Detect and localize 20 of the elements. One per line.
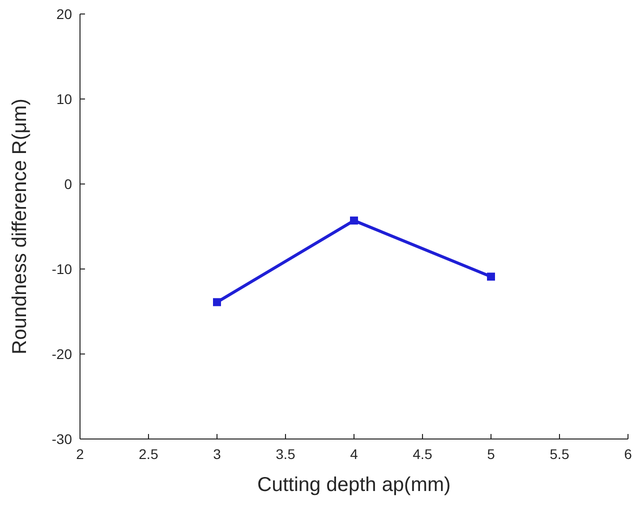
x-tick-label: 2 bbox=[76, 446, 84, 462]
point bbox=[350, 216, 358, 225]
x-tick-label: 3 bbox=[213, 446, 222, 462]
y-tick-label: 0 bbox=[64, 176, 72, 192]
point bbox=[213, 298, 221, 306]
y-tick-label: -10 bbox=[52, 261, 72, 277]
y-tick-label: -30 bbox=[52, 431, 72, 447]
y-tick-label: 20 bbox=[56, 6, 72, 22]
x-tick-label: 4 bbox=[350, 446, 358, 462]
x-tick-label: 4.5 bbox=[412, 446, 432, 462]
x-tick-label: 5.5 bbox=[550, 446, 570, 462]
y-tick-label: 10 bbox=[56, 91, 72, 107]
y-tick-label: -20 bbox=[52, 346, 72, 362]
point bbox=[487, 272, 495, 281]
x-tick-label: 5 bbox=[487, 446, 496, 462]
x-tick-label: 6 bbox=[624, 446, 632, 462]
x-tick-label: 3.5 bbox=[276, 446, 296, 462]
x-axis-title: Cutting depth ap(mm) bbox=[257, 474, 451, 496]
y-axis-title: Roundness difference R(μm) bbox=[9, 98, 31, 354]
x-tick-label: 2.5 bbox=[138, 446, 158, 462]
